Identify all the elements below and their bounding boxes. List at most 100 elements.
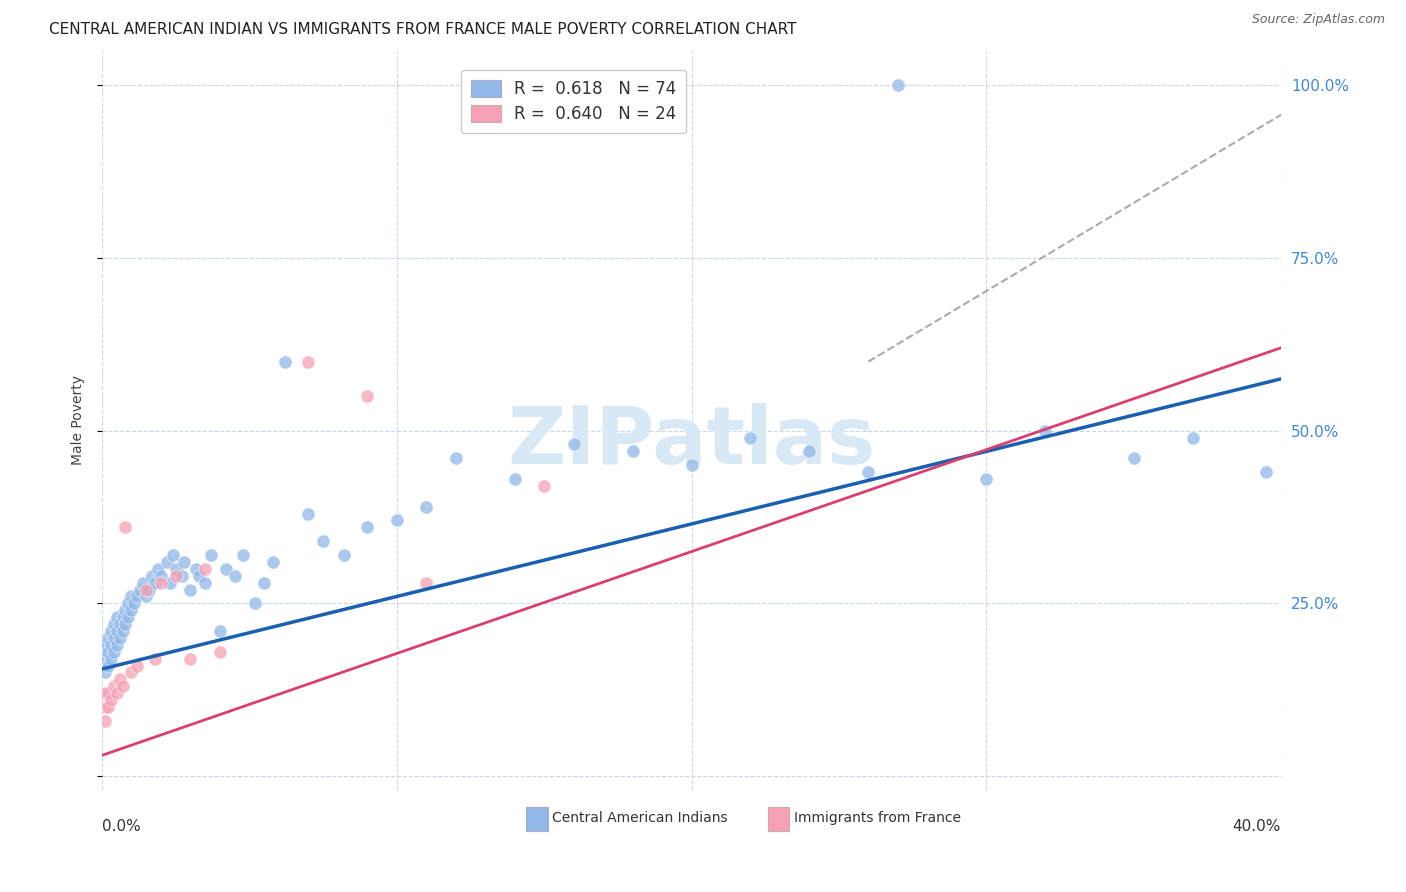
Point (740, 431, 762, 445)
Point (974, 472, 997, 486)
Point (105, 610, 128, 624)
Point (100, 693, 122, 707)
Point (224, 568, 246, 582)
Point (94, 651, 117, 665)
Point (105, 686, 128, 700)
Point (215, 562, 238, 576)
Point (129, 582, 152, 597)
Point (141, 568, 163, 582)
Point (135, 582, 157, 597)
Point (108, 617, 131, 632)
Point (179, 651, 201, 665)
Bar (768, 807, 789, 830)
Point (188, 568, 211, 582)
Point (186, 562, 208, 576)
Point (162, 548, 184, 562)
Text: ZIPatlas: ZIPatlas (508, 403, 876, 482)
Bar (526, 807, 548, 830)
Point (200, 548, 222, 562)
Point (111, 610, 134, 624)
Point (170, 568, 193, 582)
Point (232, 548, 254, 562)
Point (103, 645, 125, 659)
Point (114, 617, 136, 632)
Point (444, 451, 467, 466)
Point (100, 651, 122, 665)
Point (100, 624, 122, 638)
Point (111, 679, 134, 693)
Point (97, 631, 120, 645)
Point (114, 603, 136, 617)
Point (165, 562, 187, 576)
Point (165, 568, 187, 582)
Point (253, 575, 276, 590)
Text: Source: ZipAtlas.com: Source: ZipAtlas.com (1251, 13, 1385, 27)
Point (245, 596, 267, 610)
Point (103, 631, 125, 645)
Point (143, 575, 166, 590)
Point (262, 555, 284, 569)
Text: CENTRAL AMERICAN INDIAN VS IMMIGRANTS FROM FRANCE MALE POVERTY CORRELATION CHART: CENTRAL AMERICAN INDIAN VS IMMIGRANTS FR… (49, 22, 797, 37)
Point (108, 673, 131, 687)
Point (681, 458, 703, 473)
Point (415, 500, 437, 514)
Point (120, 603, 142, 617)
Point (858, 465, 880, 479)
Point (1256, 465, 1278, 479)
Point (138, 582, 160, 597)
Point (127, 590, 149, 604)
Point (887, 78, 910, 93)
Point (97, 700, 120, 714)
Point (356, 520, 378, 534)
Point (194, 562, 217, 576)
Point (100, 638, 122, 652)
Point (297, 354, 319, 368)
Point (312, 534, 335, 549)
Point (149, 568, 172, 582)
Text: 40.0%: 40.0% (1233, 820, 1281, 835)
Point (135, 590, 157, 604)
Point (1122, 451, 1144, 466)
Point (108, 631, 131, 645)
Point (117, 610, 139, 624)
Point (273, 354, 295, 368)
Point (94, 638, 117, 652)
Point (114, 520, 136, 534)
Point (103, 617, 125, 632)
Point (132, 575, 155, 590)
Point (117, 596, 139, 610)
Point (159, 575, 181, 590)
Point (105, 638, 128, 652)
Point (103, 679, 125, 693)
Point (97, 645, 120, 659)
Point (146, 562, 169, 576)
Point (415, 575, 437, 590)
Point (97, 686, 120, 700)
Point (120, 665, 142, 680)
Text: Central American Indians: Central American Indians (553, 811, 728, 825)
Point (332, 548, 354, 562)
Point (105, 624, 128, 638)
Point (94, 714, 117, 728)
Point (356, 389, 378, 403)
Point (94, 665, 117, 680)
Point (156, 555, 179, 569)
Y-axis label: Male Poverty: Male Poverty (72, 376, 86, 466)
Point (149, 575, 172, 590)
Legend: R =  0.618   N = 74, R =  0.640   N = 24: R = 0.618 N = 74, R = 0.640 N = 24 (461, 70, 686, 133)
Point (173, 555, 195, 569)
Point (94, 700, 117, 714)
Point (621, 444, 644, 458)
Point (94, 686, 117, 700)
Point (297, 507, 319, 521)
Point (111, 624, 134, 638)
Point (127, 658, 149, 673)
Point (562, 437, 585, 451)
Point (799, 444, 821, 458)
Point (120, 590, 142, 604)
Text: 0.0%: 0.0% (101, 820, 141, 835)
Text: Immigrants from France: Immigrants from France (794, 811, 962, 825)
Point (1033, 424, 1056, 438)
Point (97, 658, 120, 673)
Point (208, 624, 231, 638)
